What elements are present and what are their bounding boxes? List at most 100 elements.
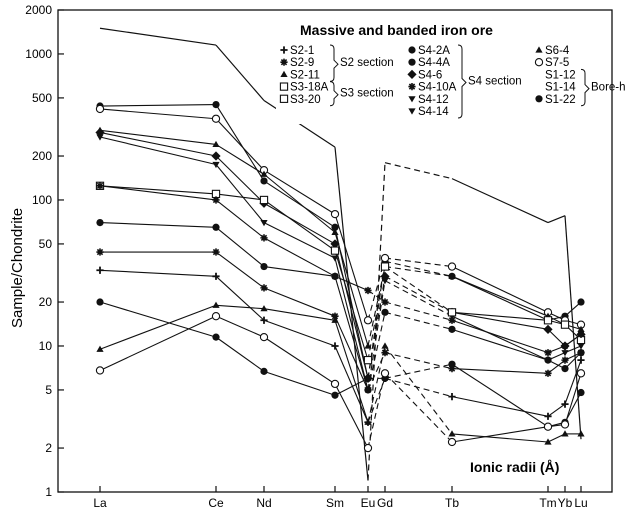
data-point-ce	[211, 312, 221, 321]
series-line-segment	[263, 222, 336, 259]
legend-entry-s3-20: S3-20	[279, 94, 321, 106]
data-point-tb	[448, 360, 456, 368]
series-line-segment	[99, 222, 217, 228]
legend-sample-label: S4-10A	[418, 82, 457, 94]
x-tick-label-nd: Nd	[256, 496, 271, 510]
x-tick-label-la: La	[93, 496, 107, 510]
series-line-segment	[215, 199, 265, 239]
data-point-lu	[577, 356, 585, 364]
data-point-nd	[260, 234, 268, 242]
data-point-tb	[448, 430, 456, 437]
data-point-la	[95, 366, 105, 375]
y-tick-label: 50	[39, 237, 53, 251]
y-tick-label: 200	[32, 149, 52, 163]
data-point-nd	[260, 316, 268, 324]
data-point-ce	[212, 100, 220, 109]
legend-marker	[279, 82, 289, 91]
series-line-segment	[384, 265, 453, 277]
data-point-tb	[448, 316, 456, 324]
series-line-segment	[564, 352, 582, 369]
legend-sample-label: S3-18A	[290, 82, 329, 94]
legend-marker	[280, 46, 288, 54]
data-point-eu	[364, 386, 372, 394]
legend-sample-label: S6-4	[545, 45, 570, 57]
series-line-segment	[334, 276, 369, 391]
data-point-gd	[381, 298, 389, 306]
series-line-segment	[384, 301, 453, 321]
data-point-la	[96, 248, 104, 256]
series-line-segment	[334, 213, 369, 321]
series-line-segment	[451, 328, 549, 361]
data-point-yb	[561, 342, 569, 350]
legend-sample-label: S7-5	[545, 57, 569, 69]
series-line-segment	[263, 202, 336, 245]
data-point-la	[96, 134, 104, 141]
legend-sample-label: S1-14	[545, 82, 576, 94]
series-line-segment	[384, 363, 453, 379]
series-line-segment	[263, 336, 336, 385]
data-point-gd	[380, 253, 390, 263]
legend-marker	[408, 108, 416, 115]
y-axis-label: Sample/Chondrite	[9, 208, 26, 328]
y-tick-label: 2000	[25, 3, 52, 17]
data-point-tm	[543, 316, 553, 325]
series-line-segment	[334, 383, 369, 449]
series-line-segment	[334, 257, 369, 391]
data-point-lu	[577, 343, 585, 350]
data-point-sm	[331, 391, 339, 399]
y-tick-label: 500	[32, 91, 52, 105]
data-point-ce	[212, 301, 220, 308]
data-point-la	[96, 345, 104, 352]
series-line-segment	[99, 136, 217, 166]
series-line-segment	[384, 266, 453, 313]
series-line-segment	[215, 193, 265, 201]
data-point-eu	[363, 443, 373, 453]
series-12	[96, 298, 585, 431]
series-line-segment	[99, 269, 217, 277]
data-point-la	[96, 182, 104, 190]
legend-brace	[580, 68, 590, 107]
legend-group-label: Bore-holes	[591, 82, 626, 94]
series-line-segment	[215, 275, 265, 321]
legend-marker	[408, 83, 416, 91]
legend-group-label: S4 section	[468, 76, 522, 88]
data-point-gd	[380, 369, 390, 378]
legend-marker	[534, 58, 544, 67]
legend-sample-label: S1-12	[545, 69, 576, 81]
series-line-segment	[99, 108, 217, 120]
data-point-nd	[260, 170, 268, 177]
data-point-tm	[544, 369, 552, 377]
series-6	[96, 134, 585, 394]
data-point-eu	[364, 342, 372, 349]
data-point-yb	[561, 350, 569, 357]
data-point-yb	[560, 320, 570, 329]
y-tick-label: 5	[45, 383, 52, 397]
data-point-lu	[577, 298, 585, 306]
data-point-sm	[331, 228, 339, 235]
series-line-segment	[384, 352, 453, 370]
data-point-ce	[212, 196, 220, 204]
legend-entry-s7-5: S7-5	[534, 57, 569, 69]
series-line-segment	[99, 185, 217, 195]
series-line-segment	[263, 319, 336, 347]
legend-entry-s2-9: S2-9	[280, 57, 314, 69]
series-4	[96, 126, 585, 349]
y-tick-label: 20	[39, 295, 53, 309]
data-point-sm	[330, 209, 340, 219]
series-11	[96, 266, 585, 426]
series-line-segment	[99, 129, 217, 145]
series-line-segment	[99, 27, 217, 46]
series-line-segment	[215, 155, 265, 204]
series-line-segment	[384, 280, 453, 317]
legend-sample-label: S1-22	[545, 94, 576, 106]
data-point-sm	[331, 312, 339, 320]
data-point-ce	[211, 151, 221, 161]
legend-entry-s2-11: S2-11	[280, 69, 320, 81]
x-tick-label-ce: Ce	[208, 496, 224, 510]
legend-sample-label: S2-9	[290, 57, 314, 69]
data-point-sm	[331, 342, 339, 350]
series-line-segment	[263, 199, 336, 252]
series-line-segment	[451, 368, 549, 374]
data-point-eu	[364, 286, 372, 295]
series-line-segment	[384, 372, 453, 443]
